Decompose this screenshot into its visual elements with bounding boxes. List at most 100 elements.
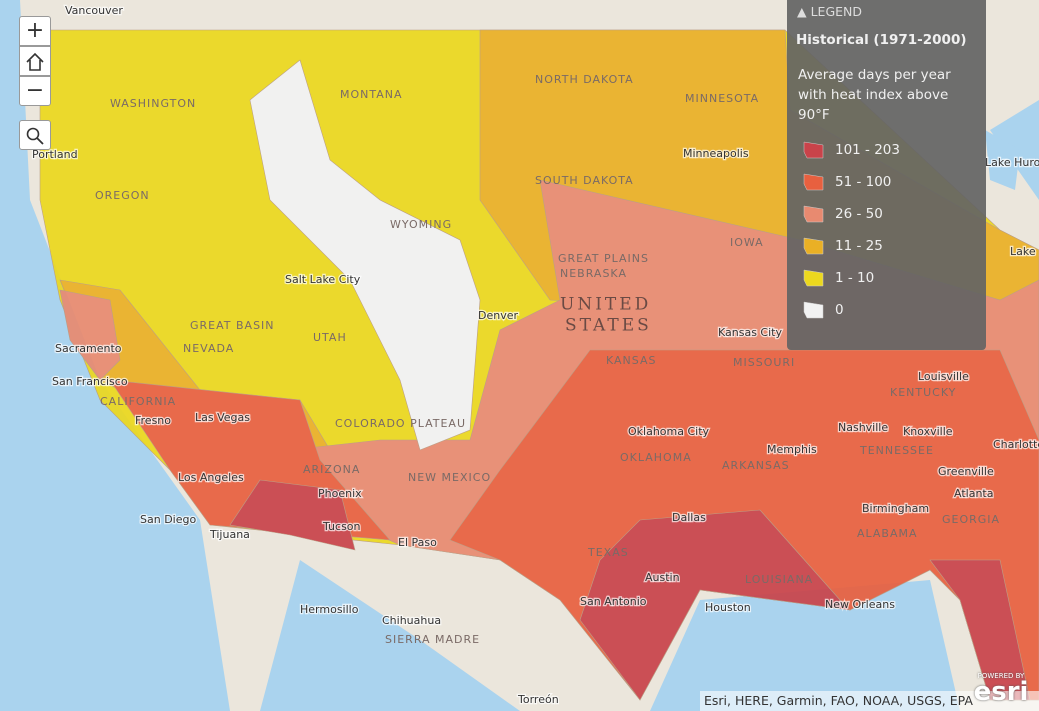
logo-brand: esri [973, 677, 1029, 707]
zoom-in[interactable]: + [19, 16, 51, 46]
legend-panel: ▲ LEGEND Historical (1971-2000) Average … [787, 0, 986, 350]
legend-item: 26 - 50 [803, 198, 900, 230]
place-label: Los Angeles [178, 471, 244, 484]
region-label: MONTANA [340, 88, 403, 101]
legend-item: 101 - 203 [803, 134, 900, 166]
region-label: MISSOURI [733, 356, 795, 369]
swatch-shape [803, 237, 824, 255]
region-label: ALABAMA [857, 527, 918, 540]
esri-logo[interactable]: POWERED BY esri [970, 672, 1032, 707]
legend-item: 11 - 25 [803, 230, 900, 262]
legend-label: 1 - 10 [835, 270, 875, 286]
region-label: WYOMING [390, 218, 452, 231]
legend-item: 0 [803, 294, 900, 326]
place-label: Chihuahua [382, 614, 441, 627]
swatch-shape [803, 141, 824, 159]
legend-item: 1 - 10 [803, 262, 900, 294]
legend-description: Average days per year with heat index abo… [798, 65, 951, 125]
region-label: ARIZONA [303, 463, 360, 476]
place-label: San Antonio [580, 595, 647, 608]
map-labels: Vancouver Portland WASHINGTON OREGON MONTANA… [31, 3, 1039, 708]
place-label: New Orleans [825, 598, 895, 611]
place-label: Denver [478, 309, 518, 322]
region-label: UTAH [313, 331, 347, 344]
zoom-out[interactable]: − [19, 76, 51, 106]
home-icon [26, 52, 44, 71]
place-label: Hermosillo [300, 603, 359, 616]
place-label: Tucson [322, 520, 361, 533]
region-label: TENNESSEE [859, 444, 934, 457]
region-label: NEW MEXICO [408, 471, 491, 484]
swatch-shape [803, 173, 824, 191]
region-label: TEXAS [587, 546, 629, 559]
place-label: Tijuana [209, 528, 250, 541]
swatch-shape [803, 301, 824, 319]
legend-label: 26 - 50 [835, 206, 883, 222]
region-label: IOWA [730, 236, 764, 249]
place-label: El Paso [398, 536, 437, 549]
region-label: KANSAS [606, 354, 656, 367]
region-label: GREAT PLAINS [558, 252, 649, 265]
region-label: KENTUCKY [890, 386, 956, 399]
legend-header-text: LEGEND [810, 4, 863, 19]
region-label: NEBRASKA [560, 267, 627, 280]
place-label: Las Vegas [195, 411, 250, 424]
home-button[interactable] [19, 46, 51, 76]
region-label: OREGON [95, 189, 150, 202]
place-label: Charlotte [993, 438, 1039, 451]
region-label: STATES [565, 316, 652, 336]
place-label: Minneapolis [683, 147, 749, 160]
description-line: 90°F [798, 107, 830, 123]
place-label: Louisville [918, 370, 969, 383]
place-label: Torreón [517, 693, 559, 706]
place-label: Lake Huron [985, 156, 1039, 169]
legend-item: 51 - 100 [803, 166, 900, 198]
place-label: Lake Erie [1010, 245, 1039, 258]
place-label: Memphis [767, 443, 817, 456]
legend-swatch [803, 301, 824, 319]
description-line: Average days per year [798, 67, 951, 83]
region-label: COLORADO PLATEAU [335, 417, 466, 430]
region-label: ARKANSAS [722, 459, 790, 472]
layer-title: Historical (1971-2000) [796, 32, 967, 48]
legend-header[interactable]: ▲ LEGEND [797, 4, 863, 19]
legend-label: 11 - 25 [835, 238, 883, 254]
swatch-shape [803, 205, 824, 223]
swatch-shape [803, 269, 824, 287]
legend-swatch [803, 173, 824, 191]
place-label: Nashville [838, 421, 888, 434]
region-label: CALIFORNIA [100, 395, 176, 408]
logo-powered-by: POWERED BY [977, 672, 1025, 680]
place-label: Greenville [938, 465, 994, 478]
legend-label: 0 [835, 302, 844, 318]
legend-swatch [803, 269, 824, 287]
place-label: Birmingham [862, 502, 929, 515]
place-label: Knoxville [903, 425, 953, 438]
region-label: SIERRA MADRE [385, 633, 480, 646]
place-label: Oklahoma City [628, 425, 710, 438]
region-101-203 [229, 479, 356, 551]
region-label: LOUISIANA [745, 573, 813, 586]
place-label: Kansas City [718, 326, 782, 339]
legend-label: 101 - 203 [835, 142, 900, 158]
place-label: Dallas [672, 511, 706, 524]
region-label: MINNESOTA [685, 92, 759, 105]
place-label: Salt Lake City [285, 273, 361, 286]
description-line: with heat index above [798, 87, 949, 103]
region-label: NORTH DAKOTA [535, 73, 634, 86]
place-label: Houston [705, 601, 751, 614]
legend-classes: 101 - 203 51 - 100 26 - 50 11 - 25 1 - 10 0 [803, 134, 900, 326]
region-label: OKLAHOMA [620, 451, 692, 464]
legend-label: 51 - 100 [835, 174, 892, 190]
place-label: Vancouver [65, 4, 123, 17]
place-label: San Francisco [52, 375, 128, 388]
region-101-203 [579, 509, 851, 701]
place-label: San Diego [140, 513, 196, 526]
search-button[interactable] [19, 120, 51, 150]
region-label: SOUTH DAKOTA [535, 174, 634, 187]
region-label: NEVADA [183, 342, 234, 355]
region-label: WASHINGTON [110, 97, 196, 110]
region-label: UNITED [560, 295, 651, 315]
place-label: Atlanta [954, 487, 993, 500]
